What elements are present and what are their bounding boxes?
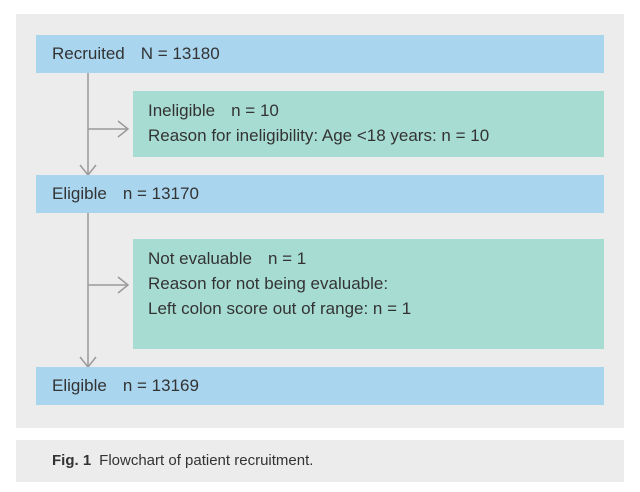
exclusion-box: Ineligible n = 10 Reason for ineligibility… [133,91,604,157]
node-text: Ineligible [148,101,216,120]
caption-text: Flowchart of patient recruitment. [99,452,314,469]
node-text: Eligible [52,184,107,203]
panel [16,14,624,428]
arrow [117,120,130,138]
node-text: n = 10 [231,101,279,120]
node-text: N = 13180 [140,44,220,63]
node-line: Not evaluable n = 1 [148,246,604,271]
caption-label: Fig. 1 [52,452,92,469]
caption: Fig. 1 Flowchart of patient recruitment. [16,440,624,482]
node-text: n = 13169 [122,376,199,395]
exclusion-box: Not evaluable n = 1 Reason for not being e… [133,239,604,349]
node-line: Left colon score out of range: n = 1 [148,296,604,321]
node-text: n = 13170 [122,184,199,203]
stage-box: Eligible n = 13170 [36,175,604,213]
node-text: Recruited [52,44,125,63]
node-text: Not evaluable [148,249,252,268]
node-text: Reason for not being evaluable: [148,274,389,293]
arrow [117,276,130,294]
node-line: Reason for ineligibility: Age <18 years:… [148,123,604,148]
stage-box: Recruited N = 13180 [36,35,604,73]
node-text: Left colon score out of range: n = 1 [148,299,412,318]
node-text: n = 1 [267,249,307,268]
node-line: Reason for not being evaluable: [148,271,604,296]
node-text: Eligible [52,376,107,395]
stage-box: Eligible n = 13169 [36,367,604,405]
node-text: Reason for ineligibility: Age <18 years:… [148,126,490,145]
node-line: Ineligible n = 10 [148,98,604,123]
